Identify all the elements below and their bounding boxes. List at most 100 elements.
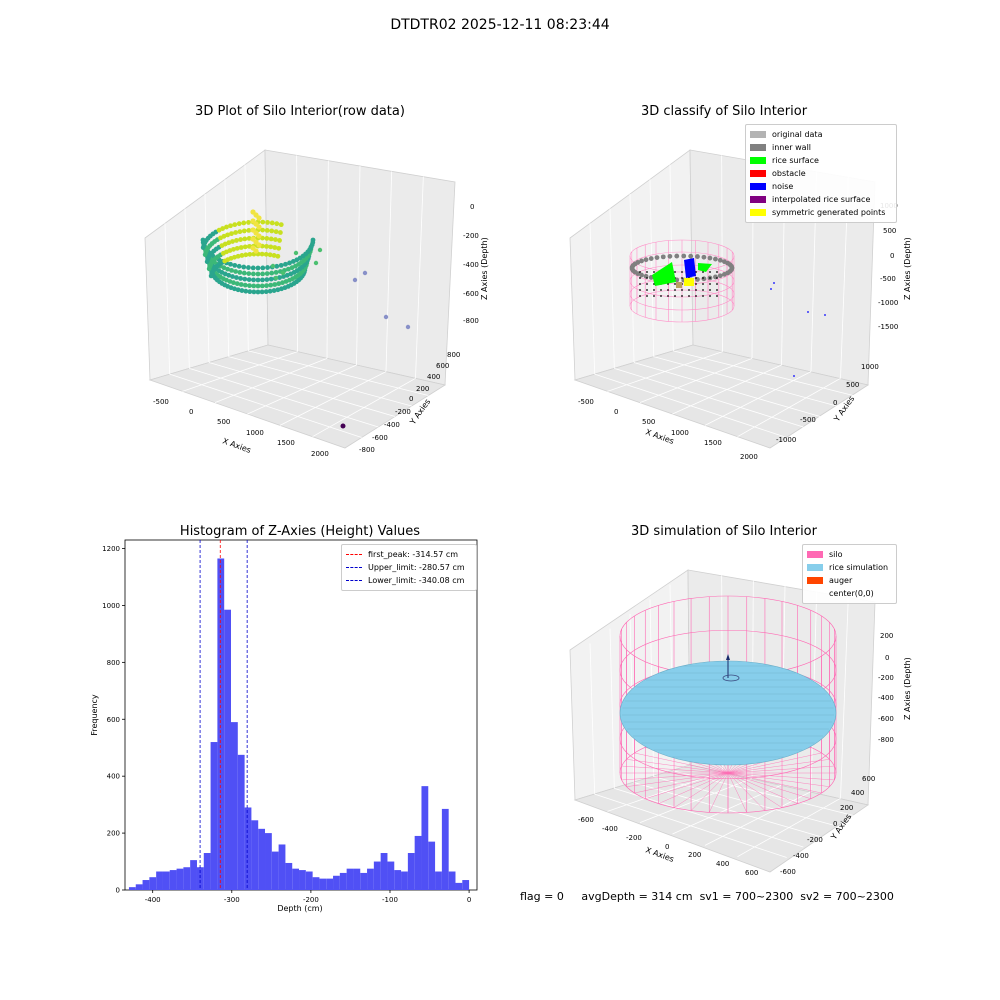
- legend-item: rice simulation: [807, 561, 892, 574]
- data-point: [267, 288, 273, 294]
- data-point: [247, 251, 253, 257]
- histogram-bar: [428, 841, 436, 890]
- panel2-plot: X Axies Y Axies Z Axies (Depth) -500 0 5…: [569, 149, 912, 461]
- tick-label: 500: [846, 381, 859, 389]
- panel1-plot: X Axies Y Axies Z Axies (Depth) -500 0 5…: [144, 149, 489, 458]
- panel3-title: Histogram of Z-Axies (Height) Values: [179, 524, 421, 539]
- panel4-plot: X Axies Y Axies Z Axies (Depth) -600 -40…: [569, 569, 912, 877]
- legend-swatch: [750, 170, 766, 177]
- data-point: [268, 244, 274, 250]
- data-point: [289, 265, 295, 271]
- wall-point: [654, 255, 660, 261]
- silo-wire: [621, 772, 729, 781]
- interp-point: [702, 295, 704, 297]
- data-point: [281, 274, 286, 279]
- data-point: [259, 283, 265, 289]
- histogram-bar: [169, 870, 177, 890]
- histogram-bar: [299, 870, 306, 890]
- interp-point: [702, 283, 704, 285]
- tick-label: 0: [833, 820, 837, 828]
- tick-label: 400: [851, 789, 864, 797]
- histogram-bar: [387, 861, 395, 890]
- panel3-ylabel: Frequency: [90, 694, 99, 736]
- data-point: [235, 253, 241, 259]
- data-point: [241, 264, 247, 270]
- tick-label: 400: [427, 373, 440, 381]
- histogram-bar: [421, 786, 429, 890]
- data-point: [276, 281, 282, 287]
- interp-point: [646, 295, 648, 297]
- data-point: [271, 288, 277, 293]
- panel2-legend: original data inner wall rice surface ob…: [745, 124, 897, 223]
- grid-line: [415, 176, 424, 379]
- histogram-bar: [441, 808, 449, 890]
- histogram-bar: [326, 878, 334, 890]
- data-point: [224, 224, 229, 230]
- silo-wire: [727, 765, 835, 774]
- noise-region: [684, 258, 696, 278]
- silo-wire: [727, 772, 811, 799]
- wall-point: [707, 255, 713, 261]
- data-point: [228, 223, 233, 229]
- legend-line: [346, 580, 362, 581]
- auger: [722, 674, 740, 682]
- interp-point: [716, 271, 718, 273]
- interp-point: [646, 283, 648, 285]
- data-point: [232, 262, 238, 268]
- data-point: [253, 248, 259, 254]
- legend-swatch: [750, 131, 766, 138]
- histogram-bar: [448, 871, 456, 890]
- wall-point: [701, 276, 707, 282]
- data-point: [234, 281, 240, 287]
- data-point: [229, 231, 234, 237]
- histogram-bar: [265, 833, 272, 890]
- rice-surface: [698, 263, 712, 272]
- tick-label: -400: [602, 825, 618, 833]
- tick-label: 1000: [861, 363, 879, 371]
- panel2-title: 3D classify of Silo Interior: [640, 104, 808, 119]
- data-point: [285, 266, 291, 272]
- y-tick-label: 400: [107, 773, 120, 781]
- data-point: [273, 229, 279, 235]
- legend-swatch: [807, 577, 823, 584]
- tick-label: -400: [463, 261, 479, 269]
- status-footer: flag = 0 avgDepth = 314 cm sv1 = 700~230…: [520, 890, 894, 903]
- panel4-y-ticks: -600 -400 -200 0 200 400 600: [780, 775, 875, 876]
- data-point: [279, 286, 284, 292]
- grid-line: [737, 797, 841, 858]
- silo-wire: [727, 759, 830, 774]
- tick-label: 1500: [277, 439, 295, 447]
- x-tick-label: 0: [467, 896, 471, 904]
- tick-label: 1000: [671, 429, 689, 437]
- data-point: [277, 275, 282, 280]
- histogram-bar: [401, 871, 408, 890]
- silo-wire: [621, 765, 729, 774]
- tick-label: 0: [470, 203, 474, 211]
- data-point: [251, 277, 256, 283]
- tick-label: 1500: [704, 439, 722, 447]
- data-point: [383, 314, 389, 320]
- data-point: [313, 260, 319, 266]
- silo-wire: [634, 752, 729, 774]
- histogram-bar: [360, 872, 368, 890]
- data-point: [283, 279, 289, 284]
- noise-point: [770, 288, 772, 290]
- data-point: [272, 245, 278, 250]
- histogram-bar: [435, 871, 442, 890]
- tick-label: -200: [395, 408, 411, 416]
- data-point: [247, 289, 253, 295]
- grid-line: [385, 171, 393, 372]
- grid-line: [737, 377, 841, 438]
- interp-point: [653, 289, 655, 291]
- x-tick-label: -400: [145, 896, 161, 904]
- interp-point: [660, 289, 662, 291]
- tick-label: -200: [463, 232, 479, 240]
- histogram-bar: [258, 828, 266, 890]
- interp-point: [709, 277, 711, 279]
- data-point: [251, 283, 257, 289]
- center-marker: [726, 654, 730, 660]
- grid-line: [589, 223, 596, 375]
- data-point: [238, 245, 244, 250]
- interp-point: [681, 271, 683, 273]
- legend-item: silo: [807, 548, 892, 561]
